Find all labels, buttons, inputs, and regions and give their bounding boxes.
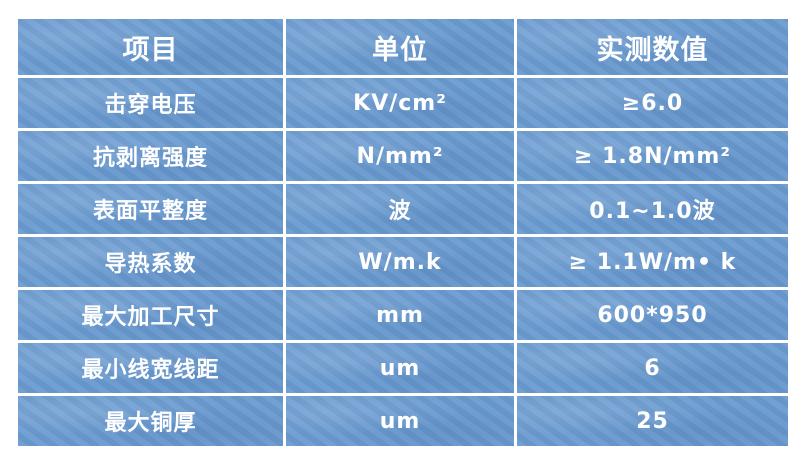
row-item: 最大铜厚 — [18, 396, 283, 446]
row-value: 600*950 — [517, 290, 788, 340]
row-item: 抗剥离强度 — [18, 131, 283, 181]
header-item: 项目 — [18, 19, 283, 75]
header-unit: 单位 — [286, 19, 514, 75]
row-item: 击穿电压 — [18, 78, 283, 128]
row-item: 最小线宽线距 — [18, 343, 283, 393]
row-value: 25 — [517, 396, 788, 446]
row-value: 6 — [517, 343, 788, 393]
row-value: ≥ 1.1W/m• k — [517, 237, 788, 287]
row-unit: N/mm² — [286, 131, 514, 181]
row-unit: mm — [286, 290, 514, 340]
row-item: 最大加工尺寸 — [18, 290, 283, 340]
spec-table: 项目 单位 实测数值 击穿电压 KV/cm² ≥6.0 抗剥离强度 N/mm² … — [18, 19, 788, 446]
header-value: 实测数值 — [517, 19, 788, 75]
row-unit: um — [286, 343, 514, 393]
row-item: 导热系数 — [18, 237, 283, 287]
row-value: 0.1~1.0波 — [517, 184, 788, 234]
row-unit: 波 — [286, 184, 514, 234]
row-item: 表面平整度 — [18, 184, 283, 234]
row-unit: W/m.k — [286, 237, 514, 287]
row-value: ≥6.0 — [517, 78, 788, 128]
row-value: ≥ 1.8N/mm² — [517, 131, 788, 181]
row-unit: KV/cm² — [286, 78, 514, 128]
row-unit: um — [286, 396, 514, 446]
